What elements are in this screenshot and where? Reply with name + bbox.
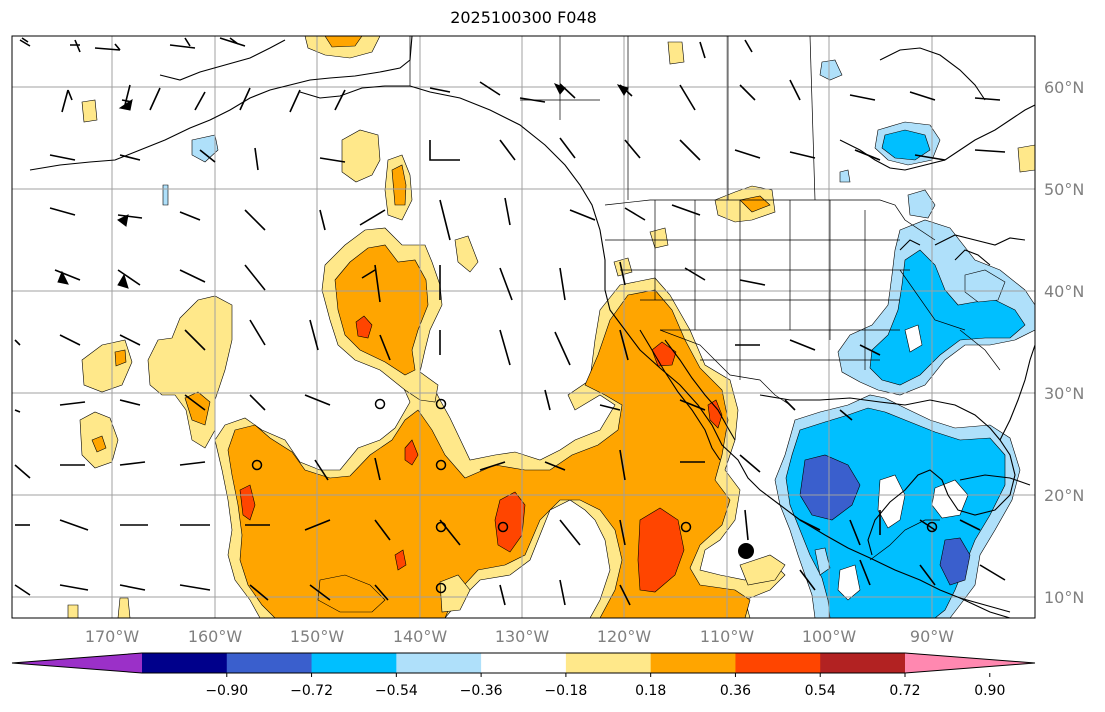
longitude-labels: 170°W 160°W 150°W 140°W 130°W 120°W 110°… — [85, 627, 954, 646]
circle-marker — [251, 459, 263, 471]
circle-marker — [435, 582, 447, 594]
lon-label-100w: 100°W — [802, 627, 857, 646]
colorbar-tick-label: 0.18 — [635, 683, 666, 699]
colorbar-bin — [820, 653, 906, 673]
lon-label-150w: 150°W — [290, 627, 345, 646]
latitude-labels: 60°N 50°N 40°N 30°N 20°N 10°N — [1044, 78, 1084, 607]
lon-label-160w: 160°W — [188, 627, 243, 646]
colorbar-tick-label: −0.72 — [290, 683, 333, 699]
colorbar-extend-low — [12, 653, 142, 673]
positive-anomaly-fill — [67, 36, 1035, 618]
lon-label-110w: 110°W — [700, 627, 755, 646]
map-layers — [12, 36, 1035, 618]
colorbar-extend-high — [905, 653, 1035, 673]
colorbar-tick-label: −0.90 — [205, 683, 248, 699]
colorbar-bin — [565, 653, 652, 673]
colorbar-bin — [735, 653, 821, 673]
map-frame — [11, 35, 1036, 619]
lat-label-50: 50°N — [1044, 180, 1084, 199]
lon-label-120w: 120°W — [597, 627, 652, 646]
circle-marker — [435, 459, 447, 471]
circle-marker — [435, 521, 447, 533]
colorbar-tick-label: 0.90 — [974, 683, 1005, 699]
circle-marker — [435, 398, 447, 410]
colorbar-tick-label: 0.72 — [889, 683, 920, 699]
wind-barbs — [14, 37, 1006, 606]
colorbar-tick-label: −0.36 — [460, 683, 503, 699]
lon-label-90w: 90°W — [910, 627, 954, 646]
lon-label-170w: 170°W — [85, 627, 140, 646]
political-borders — [409, 36, 1001, 561]
lon-label-130w: 130°W — [495, 627, 550, 646]
colorbar-bin — [226, 653, 313, 673]
lat-label-20: 20°N — [1044, 486, 1084, 505]
tropical-center-marker — [738, 543, 754, 559]
coastlines — [29, 36, 1035, 618]
lat-label-40: 40°N — [1044, 282, 1084, 301]
circle-markers — [251, 398, 938, 594]
colorbar-bin — [142, 653, 228, 673]
map-title: 2025100300 F048 — [450, 8, 597, 27]
negative-anomaly-fill — [162, 59, 1035, 618]
colorbar-tick-label: 0.54 — [805, 683, 836, 699]
colorbar: −0.90 −0.72 −0.54 −0.36 −0.18 0.18 0.36 0.54 0.7… — [11, 652, 1036, 699]
colorbar-tick-label: 0.36 — [720, 683, 751, 699]
colorbar-tick-label: −0.18 — [544, 683, 587, 699]
circle-marker — [374, 398, 386, 410]
lat-label-30: 30°N — [1044, 384, 1084, 403]
colorbar-bin — [650, 653, 736, 673]
wind-pennants — [57, 83, 629, 289]
circle-marker — [680, 521, 692, 533]
colorbar-bin — [396, 653, 482, 673]
colorbar-bin — [481, 653, 567, 673]
lat-label-60: 60°N — [1044, 78, 1084, 97]
circle-marker — [497, 521, 509, 533]
lat-label-10: 10°N — [1044, 588, 1084, 607]
colorbar-bin — [311, 653, 397, 673]
circle-marker — [926, 521, 938, 533]
colorbar-tick-label: −0.54 — [375, 683, 418, 699]
colorbar-outline — [11, 652, 1036, 674]
graticule — [12, 36, 1035, 618]
lon-label-140w: 140°W — [393, 627, 448, 646]
